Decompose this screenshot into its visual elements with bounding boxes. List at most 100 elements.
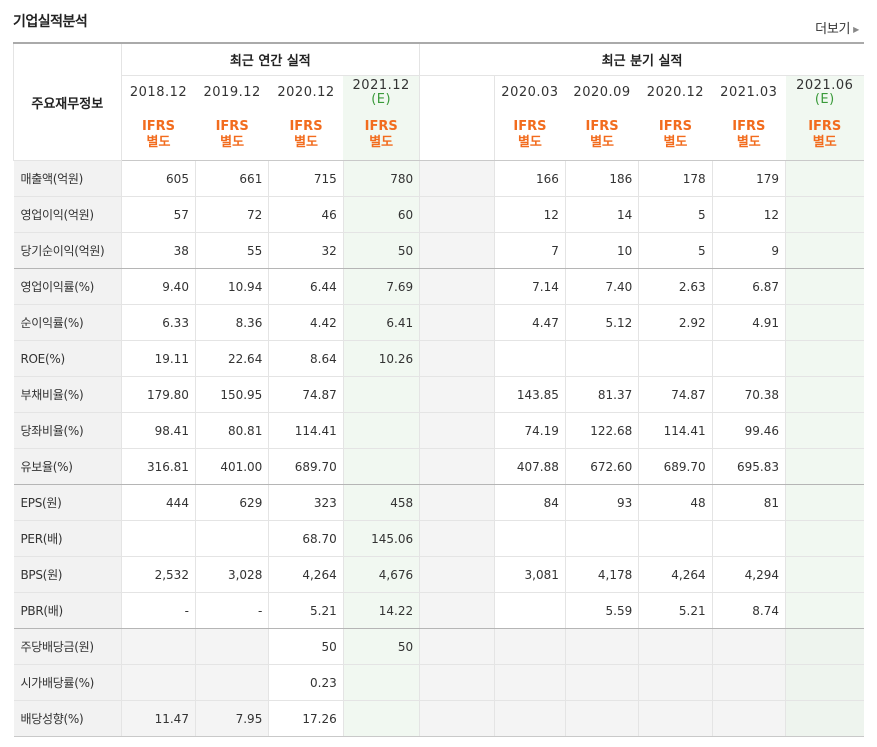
annual-value-cell: 6.41 <box>342 304 420 341</box>
annual-value-cell: 50 <box>342 232 420 269</box>
annual-value-cell: 150.95 <box>194 376 269 413</box>
annual-value-cell: 9.40 <box>120 268 196 305</box>
quarter-value-cell: 4,294 <box>711 556 786 593</box>
quarter-value-cell: 689.70 <box>638 448 713 485</box>
chevron-right-icon: ▶ <box>853 25 859 34</box>
quarter-value-cell: 5.12 <box>564 304 639 341</box>
spacer-cell <box>419 340 494 377</box>
annual-value-cell: - <box>194 592 269 629</box>
quarter-value-cell <box>785 700 864 737</box>
statement-type: 별도 <box>590 135 615 150</box>
table-row: 당기순이익(억원) 38 55 32 50 7 10 5 9 <box>13 232 864 269</box>
standard-name: IFRS <box>513 119 547 134</box>
quarter-value-cell: 179 <box>711 160 786 197</box>
quarter-value-cell <box>493 520 566 557</box>
statement-type: 별도 <box>736 135 761 150</box>
quarter-value-cell: 12 <box>711 196 786 233</box>
spacer-cell <box>419 592 494 629</box>
quarter-value-cell: 695.83 <box>711 448 786 485</box>
quarter-value-cell <box>638 664 713 701</box>
annual-value-cell: 60 <box>342 196 420 233</box>
quarter-group-header: 최근 분기 실적 <box>419 42 864 76</box>
annual-value-cell: 715 <box>268 160 344 197</box>
standard-name: IFRS <box>732 119 766 134</box>
annual-value-cell: 22.64 <box>194 340 269 377</box>
annual-value-cell: 68.70 <box>268 520 344 557</box>
annual-value-cell <box>120 664 196 701</box>
quarter-value-cell <box>564 340 639 377</box>
row-label: 배당성향(%) <box>13 700 122 737</box>
quarter-value-cell: 81.37 <box>564 376 639 413</box>
annual-value-cell: 19.11 <box>120 340 196 377</box>
annual-value-cell: 74.87 <box>268 376 344 413</box>
annual-value-cell <box>342 412 420 449</box>
quarter-value-cell <box>785 304 864 341</box>
quarter-value-cell: 4.91 <box>711 304 786 341</box>
quarter-value-cell <box>785 160 864 197</box>
annual-value-cell: 32 <box>268 232 344 269</box>
statement-type: 별도 <box>517 135 542 150</box>
annual-value-cell: 605 <box>120 160 196 197</box>
quarter-value-cell <box>711 664 786 701</box>
spacer-cell <box>419 376 494 413</box>
standard-name: IFRS <box>289 119 323 134</box>
spacer-cell <box>419 232 494 269</box>
annual-value-cell: 444 <box>120 484 196 521</box>
table-row: ROE(%) 19.11 22.64 8.64 10.26 <box>13 340 864 377</box>
annual-value-cell <box>194 628 269 665</box>
quarter-value-cell: 178 <box>638 160 713 197</box>
annual-value-cell <box>194 520 269 557</box>
annual-value-cell: 323 <box>268 484 344 521</box>
quarter-value-cell: 7 <box>493 232 566 269</box>
quarter-value-cell <box>785 412 864 449</box>
row-label: 당기순이익(억원) <box>13 232 122 269</box>
quarter-value-cell <box>711 340 786 377</box>
quarter-value-cell <box>785 520 864 557</box>
annual-value-cell: 629 <box>194 484 269 521</box>
quarter-value-cell: 81 <box>711 484 786 521</box>
accounting-standard: IFRS 별도 <box>343 110 420 161</box>
period-header: 2020.12 <box>268 75 344 110</box>
quarter-value-cell: 2.92 <box>638 304 713 341</box>
spacer-cell <box>419 484 494 521</box>
accounting-standard: IFRS 별도 <box>785 110 864 161</box>
quarter-value-cell: 2.63 <box>638 268 713 305</box>
spacer-cell <box>419 268 494 305</box>
table-row: 유보율(%) 316.81 401.00 689.70 407.88 672.60 689.… <box>13 448 864 485</box>
annual-value-cell: - <box>120 592 196 629</box>
annual-value-cell: 17.26 <box>268 700 344 737</box>
quarter-value-cell <box>785 196 864 233</box>
spacer-cell <box>419 520 494 557</box>
more-link[interactable]: 더보기 ▶ <box>815 18 859 37</box>
annual-value-cell <box>342 376 420 413</box>
quarter-value-cell: 407.88 <box>493 448 566 485</box>
period-date: 2020.12 <box>277 85 335 100</box>
annual-value-cell <box>342 448 420 485</box>
table-row: EPS(원) 444 629 323 458 84 93 48 81 <box>13 484 864 521</box>
row-label: PBR(배) <box>13 592 122 629</box>
annual-value-cell: 2,532 <box>120 556 196 593</box>
quarter-value-cell <box>785 448 864 485</box>
standard-name: IFRS <box>215 119 249 134</box>
annual-value-cell: 145.06 <box>342 520 420 557</box>
spacer-cell <box>419 664 494 701</box>
annual-value-cell: 11.47 <box>120 700 196 737</box>
quarter-value-cell <box>785 628 864 665</box>
annual-value-cell: 38 <box>120 232 196 269</box>
table-row: 영업이익(억원) 57 72 46 60 12 14 5 12 <box>13 196 864 233</box>
annual-value-cell <box>342 700 420 737</box>
accounting-standard: IFRS 별도 <box>268 110 344 161</box>
quarter-value-cell <box>493 592 566 629</box>
quarter-value-cell <box>638 700 713 737</box>
annual-value-cell <box>194 664 269 701</box>
quarter-value-cell <box>785 556 864 593</box>
quarter-value-cell <box>638 520 713 557</box>
period-date: 2020.03 <box>501 85 559 100</box>
table-row: PBR(배) - -5.21 14.22 5.59 5.21 8.74 <box>13 592 864 629</box>
accounting-standard: IFRS 별도 <box>120 110 196 161</box>
period-date: 2021.03 <box>720 85 778 100</box>
annual-group-header: 최근 연간 실적 <box>120 42 420 76</box>
standard-name: IFRS <box>364 119 398 134</box>
quarter-value-cell <box>493 628 566 665</box>
annual-value-cell <box>120 520 196 557</box>
